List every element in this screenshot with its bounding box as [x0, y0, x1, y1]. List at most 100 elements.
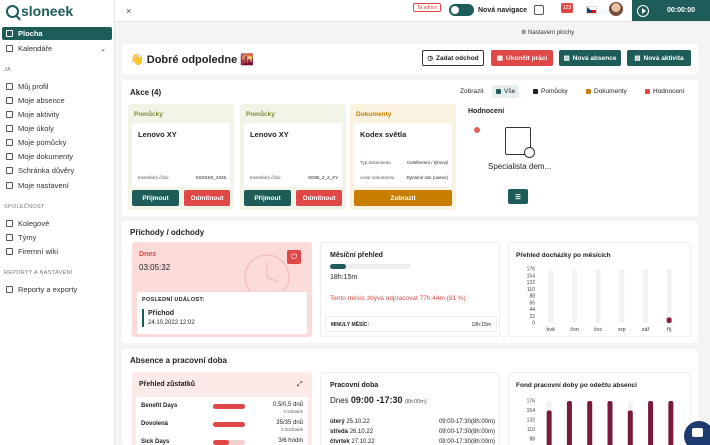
calendar-plus-icon: ▤ [563, 55, 570, 62]
certificate-icon [505, 127, 535, 158]
sidebar-item-label: Můj profil [18, 82, 49, 91]
filter-text: Pomůcky [541, 88, 568, 95]
ukoncit-praci-button[interactable]: ▣ Ukončit práci [491, 50, 553, 66]
prijmout-button[interactable]: Přijmout [244, 190, 291, 206]
people-icon [6, 220, 13, 227]
sidebar-item-ukoly[interactable]: Moje úkoly [2, 122, 112, 135]
zobrazit-button[interactable]: Zobrazit [354, 190, 452, 206]
team-icon [6, 234, 13, 241]
pracovni-hours: (8h:00m) [404, 399, 427, 405]
sidebar-item-label: Moje absence [18, 96, 65, 105]
month-progress [330, 264, 411, 269]
action-card-dokumenty: Dokumenty Kodex světla Typ dokumentu Celo… [350, 104, 456, 210]
admin-badge: Ta admin [413, 3, 442, 12]
book-icon [6, 248, 13, 255]
prijmout-button[interactable]: Přijmout [132, 190, 179, 206]
card-name: Kodex světla [360, 130, 407, 139]
activity-icon [6, 111, 13, 118]
sidebar-item-label: Moje aktivity [18, 110, 60, 119]
expand-icon[interactable]: ⤢ [297, 381, 303, 388]
last-event-label: POSLEDNÍ UDÁLOST: [142, 297, 205, 303]
balance-bar-fill [213, 404, 245, 409]
odmitnout-button[interactable]: Odmítnout [296, 190, 342, 206]
sidebar: sloneek Plocha Kalendáře ⌄ JÁ Můj profil … [0, 0, 115, 445]
gift-icon[interactable]: 123 [561, 3, 573, 13]
nova-absence-button[interactable]: ▤ Nová absence [559, 50, 621, 66]
bar [607, 401, 613, 445]
sidebar-item-label: Moje dokumenty [18, 152, 74, 161]
czech-flag-icon[interactable] [586, 6, 597, 14]
y-tick-label: 66 [529, 300, 535, 306]
timer-button[interactable]: 00:00:00 [632, 0, 710, 21]
chat-icon[interactable] [534, 5, 544, 15]
today-time: 03:05:32 [139, 263, 171, 272]
y-tick-label: 0 [532, 321, 535, 327]
card-row: Autor dokumentu Dynamit Jan (owner) [360, 175, 448, 180]
day-date: 26.10.22 [349, 429, 374, 435]
last-event-time: 24.10.2022 12:02 [148, 320, 195, 326]
close-icon[interactable]: × [126, 6, 132, 16]
sidebar-item-dokumenty[interactable]: Moje dokumenty [2, 150, 112, 163]
list-icon: ☰ [515, 193, 521, 201]
sidebar-item-kolegove[interactable]: Kolegové [2, 217, 112, 230]
filter-hodnoceni[interactable]: Hodnocení [645, 88, 684, 95]
balance-value: 0,5/0,5 dnů [272, 402, 303, 408]
avatar[interactable] [609, 2, 623, 16]
logo-icon [6, 4, 19, 18]
sidebar-item-profil[interactable]: Můj profil [2, 80, 112, 93]
balance-sub: 0.20zbatek [280, 427, 303, 432]
button-label: Nová aktivita [643, 54, 684, 62]
chat-bubble-button[interactable] [684, 421, 710, 445]
new-navigation-toggle[interactable] [449, 4, 474, 16]
filter-vse[interactable]: Vše [492, 85, 520, 98]
sidebar-item-kalendare[interactable]: Kalendáře ⌄ [2, 42, 112, 55]
balance-bar [213, 440, 245, 445]
pracovni-today: Dnes 09:00 -17:30 (8h:00m) [330, 395, 427, 405]
card-type: Pomůcky [246, 111, 275, 118]
fond-chart: 88 110 132 154 176 [527, 399, 674, 445]
last-event-box: POSLEDNÍ UDÁLOST: Příchod 24.10.2022 12:… [137, 292, 307, 334]
card-name: Lenovo XY [138, 130, 177, 139]
zadat-odchod-button[interactable]: ◷ Zadat odchod [422, 50, 484, 66]
nova-aktivita-button[interactable]: ▤ Nová aktivita [627, 50, 691, 66]
sidebar-item-reporty[interactable]: Reporty a exporty [2, 283, 112, 296]
sidebar-item-absence[interactable]: Moje absence [2, 94, 112, 107]
x-tick-label: čvc [594, 327, 603, 333]
chat-bubble-icon [692, 428, 703, 437]
sidebar-item-label: Moje pomůcky [18, 138, 67, 147]
settings-link[interactable]: ⚙ Nastavení plochy [521, 30, 575, 36]
sidebar-item-tymy[interactable]: Týmy [2, 231, 112, 244]
day-row: středa 26.10.22 09:00-17:30(8h:00m) [330, 429, 495, 435]
day-name: úterý [330, 419, 345, 425]
bar [648, 401, 654, 445]
sidebar-item-wiki[interactable]: Firemní wiki [2, 245, 112, 258]
bar [666, 317, 672, 323]
sidebar-item-schranka[interactable]: Schránka důvěry [2, 164, 112, 177]
sidebar-item-label: Reporty a exporty [18, 285, 78, 294]
pracovni-doba-panel: Pracovní doba Dnes 09:00 -17:30 (8h:00m)… [320, 372, 500, 445]
x-tick-label: zář [642, 327, 650, 333]
y-tick-label: 110 [527, 427, 535, 433]
y-tick-label: 44 [529, 307, 535, 313]
filter-dokumenty[interactable]: Dokumenty [586, 88, 627, 95]
balance-name: Sick Days [141, 439, 170, 445]
card-name: Lenovo XY [250, 130, 289, 139]
card-row: Typ dokumentu Celofiremní / týmový [360, 160, 448, 165]
sidebar-item-aktivity[interactable]: Moje aktivity [2, 108, 112, 121]
sidebar-item-nastaveni[interactable]: Moje nastavení [2, 179, 112, 192]
filter-text: Hodnocení [653, 88, 685, 95]
sidebar-item-pomucky[interactable]: Moje pomůcky [2, 136, 112, 149]
section-company: SPOLEČNOST [4, 204, 45, 210]
bar-track [595, 269, 601, 323]
day-row: úterý 25.10.22 09:00-17:30(8h:00m) [330, 419, 495, 425]
stop-button[interactable]: ⏻ [287, 250, 301, 264]
odmitnout-button[interactable]: Odmítnout [184, 190, 230, 206]
absence-icon [6, 97, 13, 104]
sidebar-item-plocha[interactable]: Plocha [2, 27, 112, 40]
sloneek-logo[interactable]: sloneek [6, 3, 73, 19]
card-body: Lenovo XY Inventární číslo SO85_2_2_XY [244, 123, 342, 187]
hodnoceni-open-button[interactable]: ☰ [508, 189, 528, 204]
filter-pomucky[interactable]: Pomůcky [533, 88, 568, 95]
day-time: 09:00-17:30(8h:00m) [438, 429, 495, 435]
